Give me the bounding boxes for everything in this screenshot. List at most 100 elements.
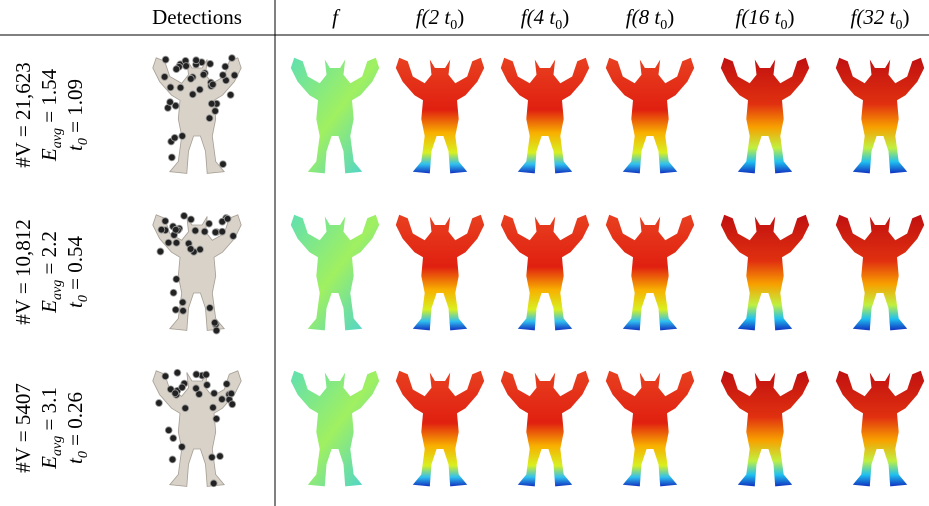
header-main: f(2 t: [416, 5, 452, 29]
subscript: avg: [50, 128, 65, 148]
detection: [227, 389, 236, 398]
header-main: f: [332, 5, 341, 29]
subscript: avg: [50, 280, 65, 300]
value: = 1.54: [37, 68, 61, 128]
header-sub: 0: [780, 18, 787, 33]
function-image: [500, 370, 590, 487]
detection: [207, 99, 216, 108]
detection: [196, 85, 204, 94]
function-image: [720, 57, 810, 174]
detection: [161, 55, 170, 64]
detections-image: [152, 54, 242, 174]
value: = 1.09: [63, 79, 87, 138]
detection: [168, 455, 177, 464]
detection: [179, 306, 187, 315]
mesh: [720, 370, 810, 487]
detection: [169, 288, 178, 297]
t0-label: t0 = 0.54: [63, 236, 91, 308]
function-image: [395, 370, 485, 487]
detection: [208, 453, 216, 462]
detection: [181, 404, 190, 413]
detection: [161, 217, 170, 225]
detection: [209, 479, 218, 488]
detection: [182, 62, 190, 70]
detections-image: [152, 212, 242, 335]
function-image: [605, 370, 695, 487]
detection: [164, 426, 173, 435]
energy-label: Eavg = 2.2: [37, 231, 65, 314]
column-header: f(32 t0): [851, 5, 910, 33]
mesh: [605, 370, 695, 487]
mesh: [605, 57, 695, 174]
mesh: [835, 214, 925, 331]
mesh: [500, 370, 590, 487]
function-image: [835, 57, 925, 174]
function-image: [290, 57, 380, 174]
symbol: E: [37, 456, 61, 470]
column-header: f: [332, 5, 341, 29]
vertex-count: #V = 21,623: [11, 62, 35, 167]
function-image: [835, 214, 925, 331]
detection: [212, 326, 221, 335]
mesh: [290, 214, 380, 331]
energy-label: Eavg = 1.54: [37, 68, 65, 162]
detection: [216, 452, 224, 461]
row-label: #V = 5407 Eavg = 3.1t0 = 0.26: [11, 383, 91, 473]
mesh: [290, 370, 380, 487]
detection: [171, 101, 180, 110]
header-main: f(16 t: [736, 5, 782, 29]
detection: [172, 65, 181, 73]
header-post: ): [667, 5, 674, 29]
header-sub: 0: [660, 18, 667, 33]
detection: [172, 275, 181, 283]
function-image: [605, 214, 695, 331]
detection: [200, 227, 209, 236]
detection: [156, 247, 165, 256]
header-sub: 0: [450, 18, 457, 33]
detection: [176, 83, 185, 92]
detection: [218, 395, 226, 404]
value: = 0.54: [63, 236, 87, 296]
detection: [230, 71, 239, 80]
mesh: [720, 214, 810, 331]
mesh: [395, 57, 485, 174]
mesh: [835, 370, 925, 487]
detection: [192, 370, 201, 379]
column-header: f(2 t0): [416, 5, 464, 33]
subscript: avg: [50, 436, 65, 456]
detection: [228, 54, 236, 62]
detection: [192, 56, 200, 65]
vertex-count: #V = 10,812: [11, 219, 35, 324]
detection: [166, 98, 174, 106]
detection: [186, 75, 195, 83]
header-sub: 0: [895, 18, 902, 33]
header-detections: Detections: [152, 5, 242, 29]
detection: [203, 381, 211, 389]
detection: [166, 83, 175, 92]
mesh: [835, 57, 925, 174]
symbol: t: [63, 457, 87, 464]
detection: [223, 214, 232, 223]
header-post: ): [787, 5, 794, 29]
column-header: f(16 t0): [736, 5, 795, 33]
detection: [211, 228, 220, 237]
symbol: t: [63, 301, 87, 308]
symbol: t: [63, 144, 87, 151]
value: = 2.2: [37, 231, 61, 280]
detection: [169, 434, 178, 443]
detection: [157, 225, 166, 234]
row-label: #V = 10,812 Eavg = 2.2t0 = 0.54: [11, 219, 91, 324]
function-image: [395, 57, 485, 174]
mesh: [500, 214, 590, 331]
detection: [205, 219, 213, 228]
mesh: [395, 214, 485, 331]
detection: [221, 62, 230, 71]
detection: [178, 383, 186, 392]
header-post: ): [457, 5, 464, 29]
detection: [226, 91, 235, 99]
detection: [161, 372, 170, 381]
detection: [210, 389, 218, 398]
detection: [195, 390, 203, 398]
